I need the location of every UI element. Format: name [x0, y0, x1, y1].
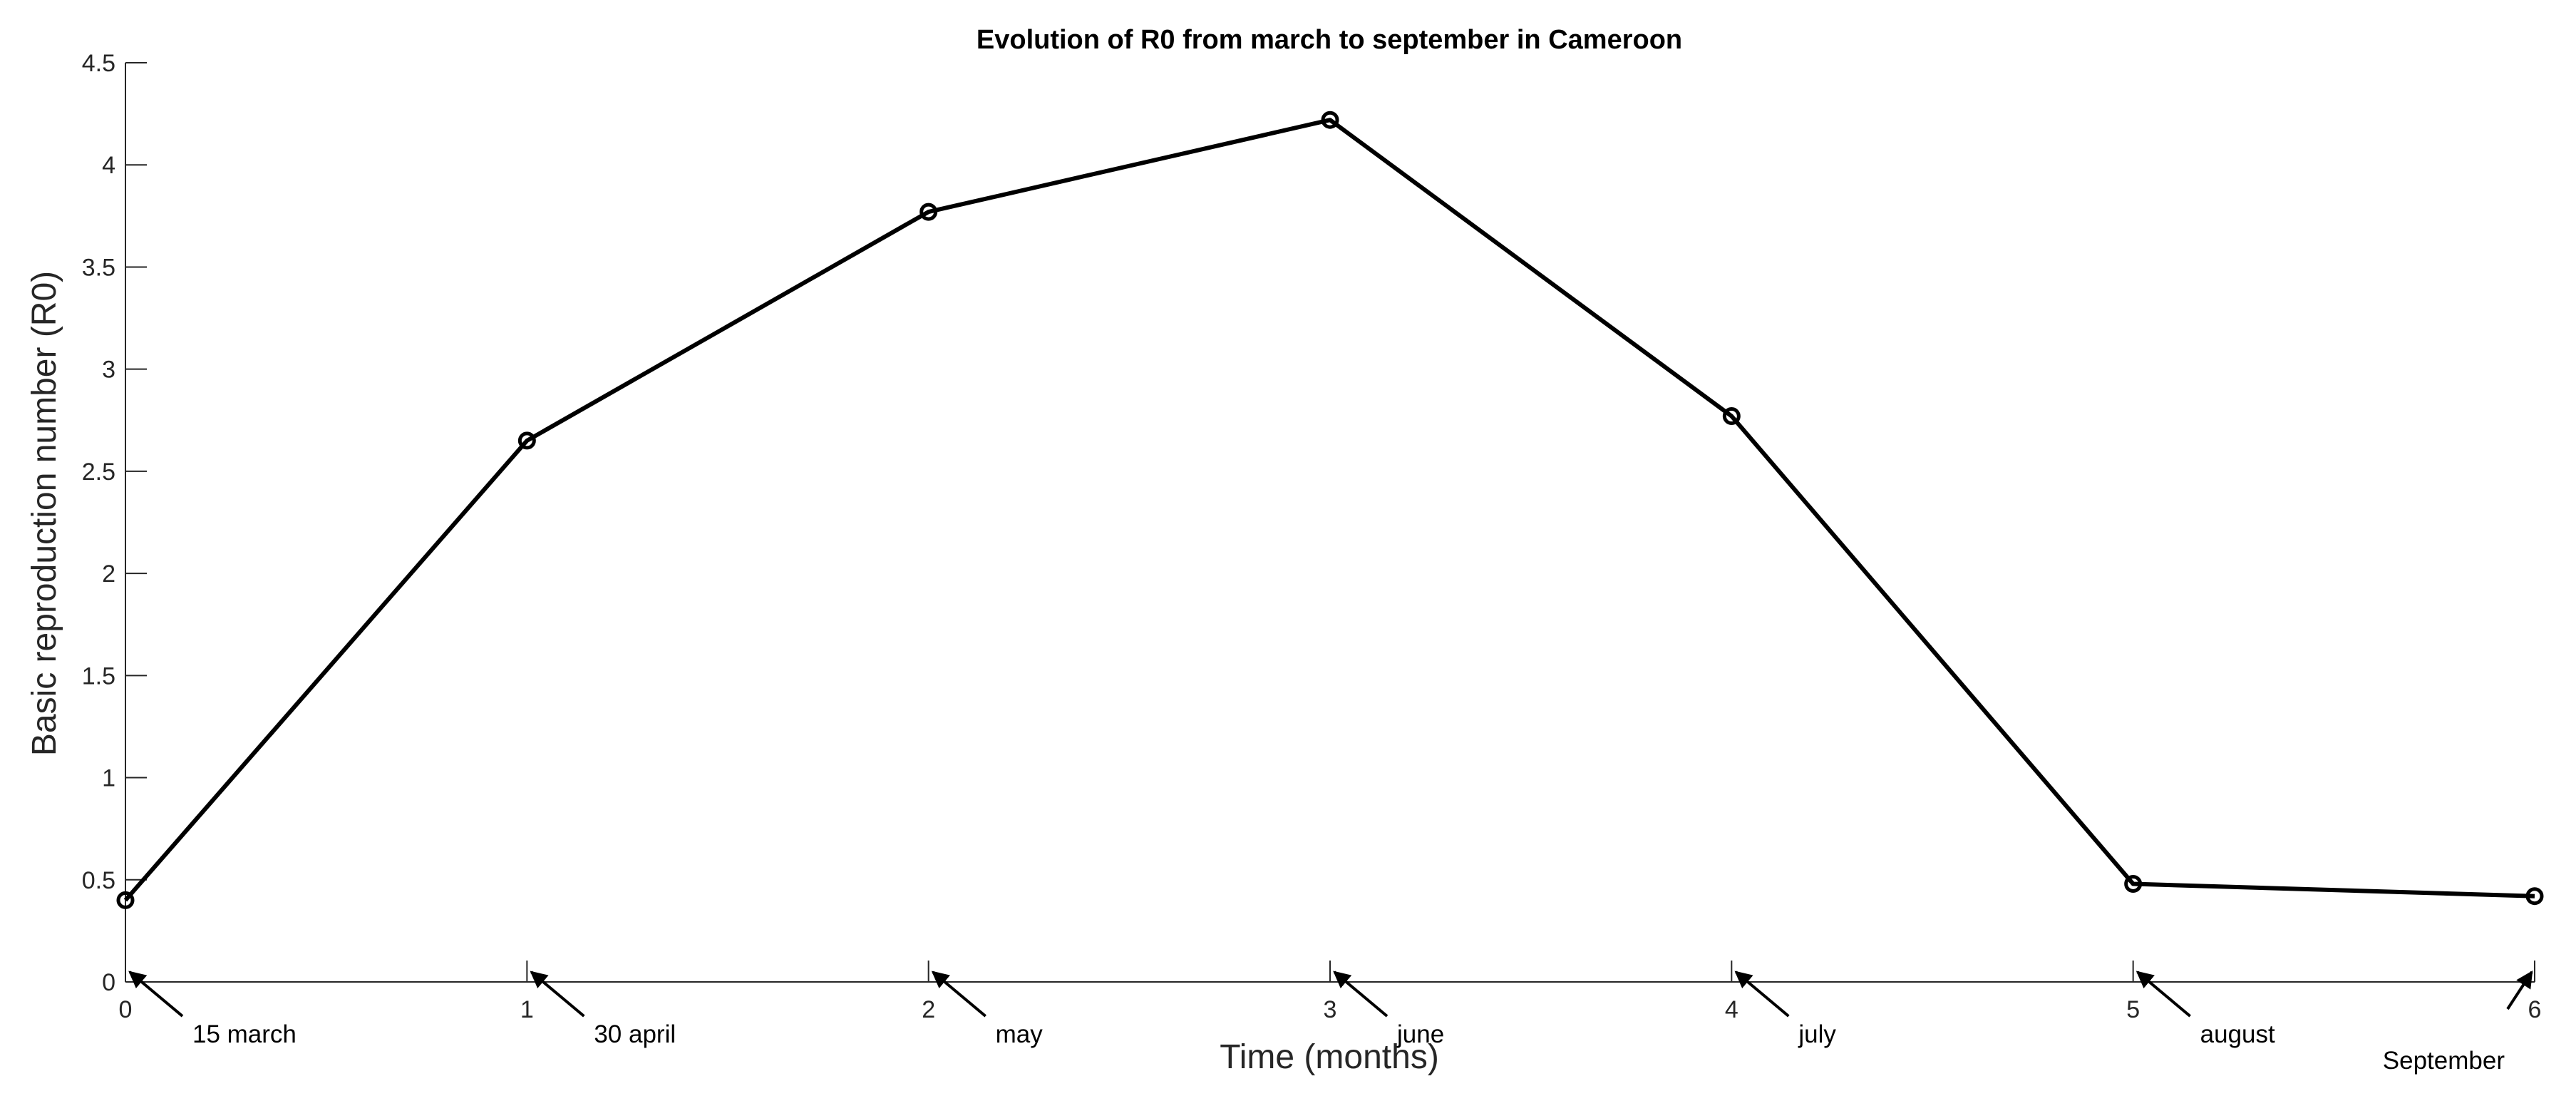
annotation-label: 30 april: [594, 1020, 676, 1048]
annotation-arrow: [128, 971, 184, 1018]
x-tick-label: 0: [119, 996, 133, 1023]
annotation-arrow: [931, 971, 986, 1018]
x-tick-label: 6: [2528, 996, 2542, 1023]
y-tick-label: 4.5: [82, 50, 115, 77]
y-tick-label: 3.5: [82, 254, 115, 281]
annotation-label: july: [1798, 1020, 1836, 1048]
y-axis-label: Basic reproduction number (R0): [26, 271, 63, 756]
annotation-arrow: [1333, 971, 1389, 1018]
data-point: [2124, 875, 2143, 893]
x-tick-label: 4: [1725, 996, 1738, 1023]
y-tick-label: 0.5: [82, 867, 115, 894]
annotations: 15 march 30 april may june july august Septemb…: [128, 970, 2533, 1075]
data-point: [919, 203, 938, 221]
y-tick-label: 0: [102, 969, 115, 996]
series-line: [123, 118, 2535, 902]
data-point: [116, 891, 135, 909]
plot-area: [116, 111, 2544, 909]
y-tick-label: 1: [102, 765, 115, 792]
annotation-arrow: [2506, 970, 2533, 1010]
annotation-arrow: [2135, 971, 2191, 1018]
data-point: [1321, 111, 1339, 129]
y-tick-label: 3: [102, 357, 115, 384]
y-tick-label: 2.5: [82, 459, 115, 486]
data-point: [1722, 407, 1741, 426]
annotation-arrow: [1734, 971, 1790, 1018]
chart-title: Evolution of R0 from march to september …: [977, 25, 1682, 55]
annotation-label: September: [2383, 1047, 2505, 1075]
y-tick-label: 4: [102, 152, 115, 179]
annotation-label: june: [1396, 1020, 1444, 1048]
x-tick-label: 5: [2126, 996, 2140, 1023]
y-tick-label: 1.5: [82, 662, 115, 690]
annotation-label: 15 march: [192, 1020, 297, 1048]
x-tick-label: 2: [922, 996, 935, 1023]
annotation-label: may: [996, 1020, 1044, 1048]
data-point: [2525, 887, 2544, 906]
x-tick-label: 1: [520, 996, 534, 1023]
x-tick-label: 3: [1324, 996, 1337, 1023]
axes: 0 0.5 1 1.5 2 2.5 3 3.5 4 4.5 0 1 2 3 4 5 6: [82, 50, 2542, 1023]
data-point: [517, 431, 536, 450]
annotation-arrow: [530, 971, 585, 1018]
annotation-label: august: [2200, 1020, 2275, 1048]
x-axis-label: Time (months): [1220, 1038, 1439, 1076]
y-tick-label: 2: [102, 560, 115, 588]
